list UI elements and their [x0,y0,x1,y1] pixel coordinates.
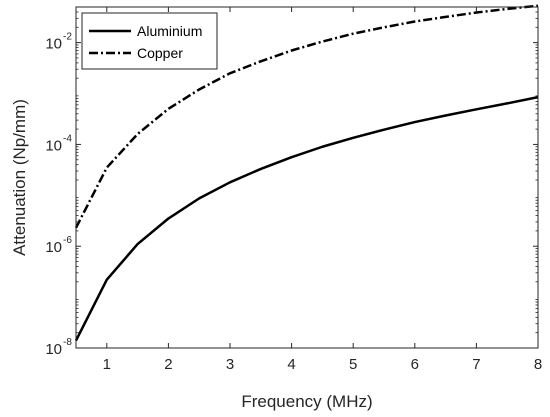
y-axis-label: Attenuation (Np/mm) [10,99,29,256]
x-tick-label: 7 [472,356,480,373]
y-tick-base: 10 [45,341,62,358]
legend-box [81,12,218,70]
y-tick-label: 10 [45,341,62,358]
series-line-copper [74,4,539,229]
x-tick-label: 4 [287,356,295,373]
plot-frame [75,6,539,349]
y-tick-label: 10 [45,137,62,154]
y-tick-base: 10 [45,239,62,256]
y-tick-label: 10 [45,239,62,256]
y-tick-base: 10 [45,36,62,53]
legend-label-copper: Copper [137,45,183,61]
y-tick-label: 10 [45,36,62,53]
series-line-aluminium [74,95,539,342]
ticks-layer: 1 2 3 4 5 6 7 810-810-610-410-2 [45,6,542,373]
y-tick-exponent: -4 [63,133,72,144]
x-tick-label: 2 [164,356,172,373]
legend-label-aluminium: Aluminium [137,23,202,39]
x-tick-label: 6 [411,356,419,373]
y-tick-exponent: -2 [63,32,72,43]
legend: Aluminium Copper [81,12,218,70]
x-tick-label: 3 [226,356,234,373]
y-tick-exponent: -6 [63,235,72,246]
x-tick-label: 1 [103,356,111,373]
y-tick-exponent: -8 [63,337,72,348]
x-axis-label: Frequency (MHz) [241,392,372,411]
y-tick-base: 10 [45,137,62,154]
x-tick-label: 8 [534,356,542,373]
x-tick-label: 5 [349,356,357,373]
series-layer [74,4,539,342]
